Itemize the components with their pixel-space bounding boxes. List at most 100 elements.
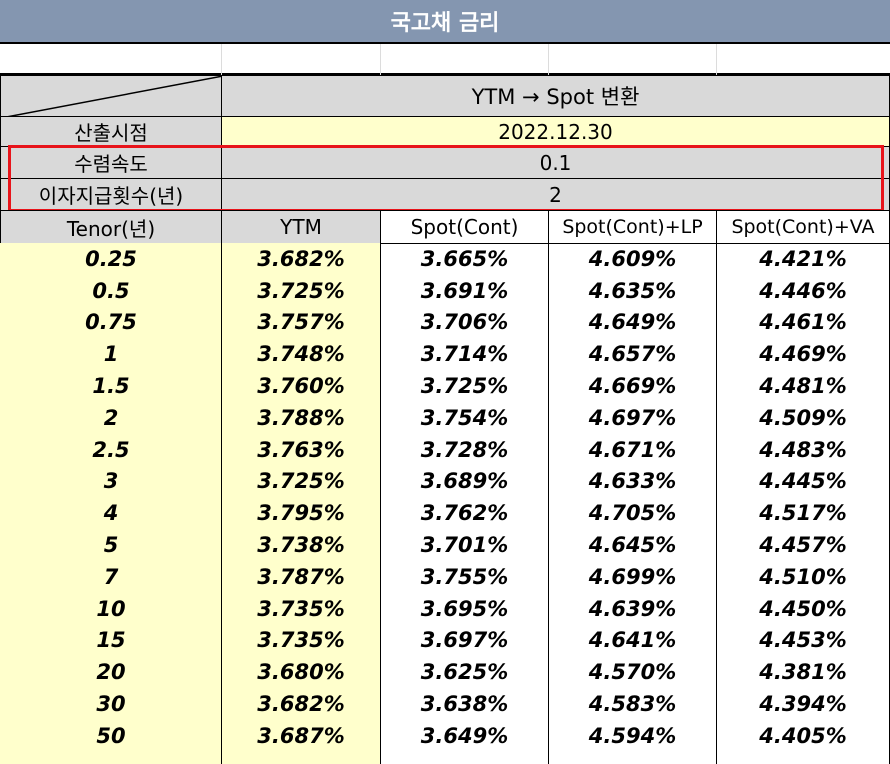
column-separator	[716, 243, 717, 764]
cell-ytm[interactable]: 3.680%	[257, 660, 345, 685]
cell-spot-va[interactable]: 4.450%	[759, 596, 847, 621]
cell-ytm[interactable]: 3.757%	[257, 310, 345, 335]
cell-ytm[interactable]: 3.735%	[257, 628, 345, 653]
cell-spot-va[interactable]: 4.453%	[759, 628, 847, 653]
cell-spot[interactable]: 3.665%	[420, 246, 509, 271]
cell-tenor[interactable]: 0.75	[85, 310, 137, 335]
cell-ytm[interactable]: 3.795%	[257, 501, 345, 526]
cell-spot-lp[interactable]: 4.609%	[588, 246, 677, 271]
cell-tenor[interactable]: 10	[96, 596, 126, 621]
cell-spot-va[interactable]: 4.457%	[759, 533, 847, 558]
cell-spot-lp[interactable]: 4.633%	[588, 469, 677, 494]
cell-spot[interactable]: 3.701%	[420, 533, 509, 558]
cell-spot-lp[interactable]: 4.594%	[588, 723, 677, 748]
cell-spot-va[interactable]: 4.483%	[759, 437, 847, 462]
cell-ytm[interactable]: 3.788%	[257, 405, 345, 430]
cell-spot[interactable]: 3.691%	[420, 278, 509, 303]
cell-spot-lp[interactable]: 4.635%	[588, 278, 677, 303]
grid-line	[548, 44, 549, 75]
cell-tenor[interactable]: 5	[103, 533, 119, 558]
diagonal-line-icon	[1, 76, 223, 118]
cell-spot[interactable]: 3.725%	[420, 374, 509, 399]
cell-ytm[interactable]: 3.687%	[257, 723, 345, 748]
cell-spot-lp[interactable]: 4.570%	[588, 660, 677, 685]
conversion-header[interactable]: YTM → Spot 변환	[221, 75, 890, 117]
cell-spot-lp[interactable]: 4.649%	[588, 310, 677, 335]
cell-spot-va[interactable]: 4.421%	[759, 246, 847, 271]
cell-ytm[interactable]: 3.763%	[257, 437, 345, 462]
cell-spot-lp[interactable]: 4.697%	[588, 405, 677, 430]
cell-tenor[interactable]: 30	[96, 692, 126, 717]
cell-spot-lp[interactable]: 4.645%	[588, 533, 677, 558]
cell-spot-va[interactable]: 4.445%	[759, 469, 847, 494]
cell-spot[interactable]: 3.695%	[420, 596, 509, 621]
cell-spot-va[interactable]: 4.446%	[759, 278, 847, 303]
cell-tenor[interactable]: 1.5	[92, 374, 130, 399]
cell-ytm[interactable]: 3.725%	[257, 469, 345, 494]
sheet-title: 국고채 금리	[0, 0, 890, 44]
cell-tenor[interactable]: 20	[96, 660, 126, 685]
cell-spot-va[interactable]: 4.469%	[759, 342, 847, 367]
cell-spot[interactable]: 3.697%	[420, 628, 509, 653]
ytm-column-bg	[221, 243, 381, 764]
cell-ytm[interactable]: 3.738%	[257, 533, 345, 558]
cell-tenor[interactable]: 2.5	[92, 437, 130, 462]
cell-spot[interactable]: 3.728%	[420, 437, 509, 462]
grid-line	[716, 44, 717, 75]
diagonal-header-cell[interactable]	[0, 75, 223, 118]
cell-spot[interactable]: 3.755%	[420, 564, 509, 589]
column-header-spot[interactable]: Spot(Cont)	[380, 210, 549, 244]
cell-ytm[interactable]: 3.787%	[257, 564, 345, 589]
cell-tenor[interactable]: 3	[103, 469, 119, 494]
cell-spot-va[interactable]: 4.461%	[759, 310, 847, 335]
cell-ytm[interactable]: 3.760%	[257, 374, 345, 399]
cell-ytm[interactable]: 3.682%	[257, 692, 345, 717]
cell-spot[interactable]: 3.762%	[420, 501, 509, 526]
cell-spot[interactable]: 3.649%	[420, 723, 509, 748]
cell-spot-lp[interactable]: 4.657%	[588, 342, 677, 367]
cell-spot[interactable]: 3.689%	[420, 469, 509, 494]
cell-spot-va[interactable]: 4.510%	[759, 564, 847, 589]
cell-ytm[interactable]: 3.725%	[257, 278, 345, 303]
cell-tenor[interactable]: 0.5	[92, 278, 130, 303]
cell-spot-va[interactable]: 4.509%	[759, 405, 847, 430]
column-header-tenor[interactable]: Tenor(년)	[0, 210, 222, 244]
cell-spot-va[interactable]: 4.517%	[759, 501, 847, 526]
cell-ytm[interactable]: 3.748%	[257, 342, 345, 367]
calc-date-value[interactable]: 2022.12.30	[221, 116, 890, 147]
cell-tenor[interactable]: 4	[103, 501, 119, 526]
cell-ytm[interactable]: 3.682%	[257, 246, 345, 271]
cell-spot-va[interactable]: 4.394%	[759, 692, 847, 717]
cell-tenor[interactable]: 0.25	[85, 246, 137, 271]
cell-spot[interactable]: 3.714%	[420, 342, 509, 367]
cell-tenor[interactable]: 7	[103, 564, 119, 589]
cell-spot[interactable]: 3.706%	[420, 310, 509, 335]
cell-ytm[interactable]: 3.735%	[257, 596, 345, 621]
cell-spot-lp[interactable]: 4.639%	[588, 596, 677, 621]
cell-tenor[interactable]: 2	[103, 405, 119, 430]
column-header-ytm[interactable]: YTM	[221, 210, 381, 244]
cell-tenor[interactable]: 1	[103, 342, 119, 367]
payments-value[interactable]: 2	[221, 178, 890, 211]
cell-spot[interactable]: 3.638%	[420, 692, 509, 717]
column-separator	[221, 243, 222, 764]
column-header-spot-va[interactable]: Spot(Cont)+VA	[716, 210, 890, 244]
cell-spot-lp[interactable]: 4.669%	[588, 374, 677, 399]
cell-spot-lp[interactable]: 4.671%	[588, 437, 677, 462]
cell-spot-lp[interactable]: 4.583%	[588, 692, 677, 717]
cell-spot-va[interactable]: 4.381%	[759, 660, 847, 685]
calc-date-label: 산출시점	[0, 116, 222, 147]
cell-tenor[interactable]: 50	[96, 723, 126, 748]
cell-spot-va[interactable]: 4.405%	[759, 723, 847, 748]
cell-tenor[interactable]: 15	[96, 628, 126, 653]
convergence-value[interactable]: 0.1	[221, 146, 890, 179]
grid-line	[380, 44, 381, 75]
cell-spot[interactable]: 3.754%	[420, 405, 509, 430]
empty-row[interactable]	[0, 44, 890, 75]
cell-spot-lp[interactable]: 4.705%	[588, 501, 677, 526]
cell-spot[interactable]: 3.625%	[420, 660, 509, 685]
cell-spot-lp[interactable]: 4.699%	[588, 564, 677, 589]
cell-spot-lp[interactable]: 4.641%	[588, 628, 677, 653]
column-header-spot-lp[interactable]: Spot(Cont)+LP	[548, 210, 717, 244]
cell-spot-va[interactable]: 4.481%	[759, 374, 847, 399]
